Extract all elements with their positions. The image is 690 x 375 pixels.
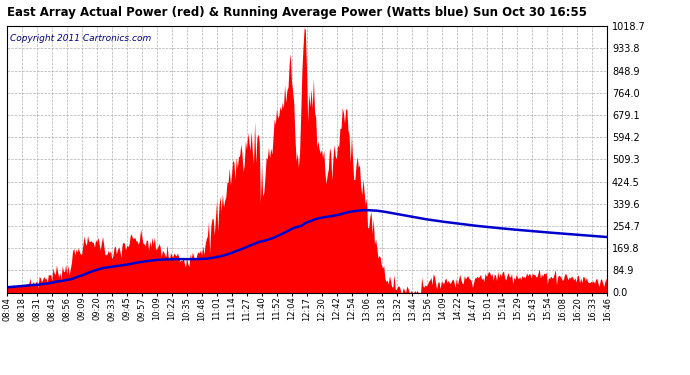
Text: Copyright 2011 Cartronics.com: Copyright 2011 Cartronics.com <box>10 34 151 43</box>
Text: East Array Actual Power (red) & Running Average Power (Watts blue) Sun Oct 30 16: East Array Actual Power (red) & Running … <box>7 6 587 19</box>
